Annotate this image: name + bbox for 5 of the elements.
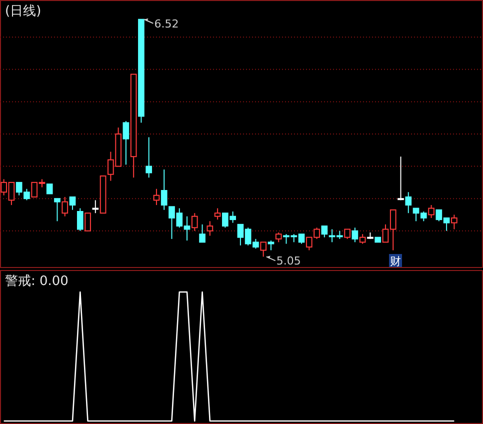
annotation: 财 bbox=[390, 255, 401, 268]
annotation: 5.05 bbox=[276, 254, 301, 268]
annotation: 6.52 bbox=[154, 17, 179, 30]
chart-title: 警戒: 0.00 bbox=[5, 274, 68, 289]
chart-title: (日线) bbox=[5, 4, 42, 19]
